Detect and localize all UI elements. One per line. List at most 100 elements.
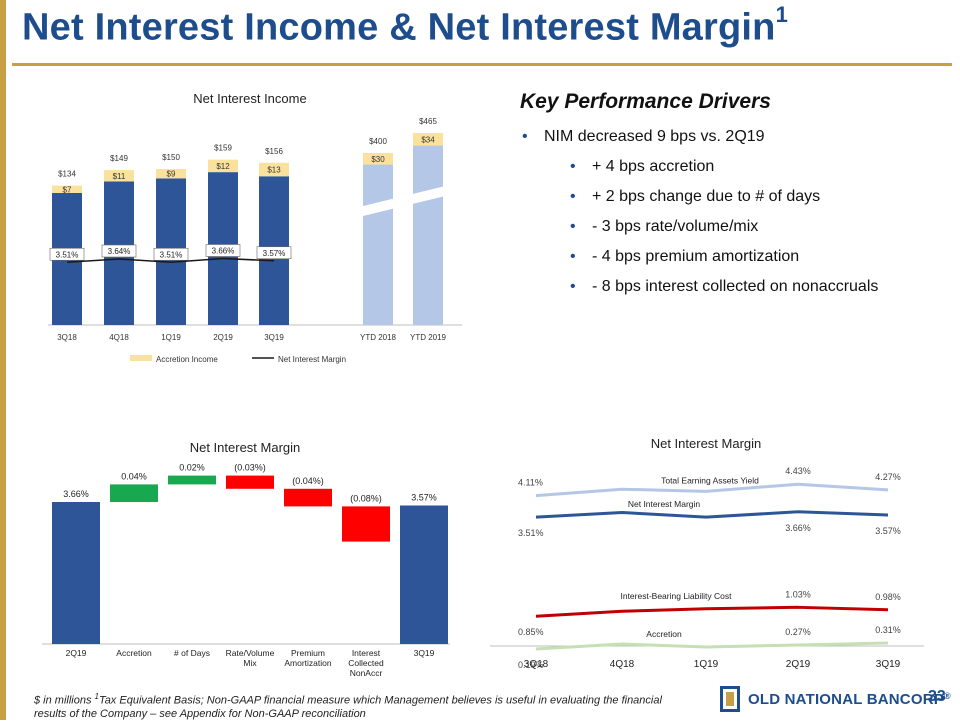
data-label: 3.51% bbox=[518, 528, 544, 538]
x-tick-label: 3Q18 bbox=[524, 659, 549, 670]
driver-item: + 2 bps change due to # of days bbox=[520, 182, 950, 212]
accretion-bar bbox=[156, 169, 186, 179]
x-tick-label: Mix bbox=[243, 658, 257, 668]
ytd-total-label: $465 bbox=[419, 117, 437, 126]
x-tick-label: 1Q19 bbox=[694, 659, 719, 670]
ytd-accretion-label: $34 bbox=[421, 135, 435, 144]
bar-value-label: 3.66% bbox=[63, 489, 89, 499]
page-title: Net Interest Income & Net Interest Margi… bbox=[22, 2, 788, 50]
chart-title: Net Interest Income bbox=[193, 91, 306, 106]
total-label: $134 bbox=[58, 170, 76, 179]
series-name-label: Interest-Bearing Liability Cost bbox=[620, 591, 732, 601]
x-tick-label: 4Q18 bbox=[610, 659, 635, 670]
driver-item: NIM decreased 9 bps vs. 2Q19 bbox=[520, 122, 950, 152]
nim-label: 3.57% bbox=[263, 249, 286, 258]
data-label: 0.85% bbox=[518, 627, 544, 637]
x-tick-label: Amortization bbox=[284, 658, 332, 668]
legend-label: Net Interest Margin bbox=[278, 355, 346, 364]
series-line bbox=[535, 510, 889, 519]
data-label: 3.66% bbox=[785, 523, 811, 533]
nim-label-box bbox=[256, 246, 292, 260]
logo-text: OLD NATIONAL BANCORP® bbox=[748, 691, 951, 708]
series-name-label: Accretion bbox=[646, 629, 682, 639]
total-bar bbox=[52, 501, 100, 644]
bar-value-label: 0.02% bbox=[179, 463, 205, 473]
page-title-text: Net Interest Income & Net Interest Margi… bbox=[22, 6, 776, 49]
x-tick-label: 4Q18 bbox=[109, 333, 129, 342]
ytd-accretion-label: $30 bbox=[371, 155, 385, 164]
x-tick-label: YTD 2018 bbox=[360, 333, 397, 342]
footnote-mark: 1 bbox=[94, 692, 99, 701]
x-tick-label: Premium bbox=[291, 648, 325, 658]
accretion-label: $12 bbox=[216, 162, 230, 171]
x-tick-label: YTD 2019 bbox=[410, 333, 447, 342]
footnote: $ in millions 1Tax Equivalent Basis; Non… bbox=[34, 690, 694, 721]
x-tick-label: Rate/Volume bbox=[226, 648, 275, 658]
driver-item: + 4 bps accretion bbox=[520, 152, 950, 182]
decrease-bar bbox=[284, 488, 332, 507]
driver-item: - 4 bps premium amortization bbox=[520, 242, 950, 272]
driver-item: - 3 bps rate/volume/mix bbox=[520, 212, 950, 242]
nim-label-box bbox=[49, 247, 85, 261]
accretion-label: $11 bbox=[113, 172, 126, 181]
footnote-text: Tax Equivalent Basis; Non-GAAP financial… bbox=[34, 694, 662, 720]
x-tick-label: 3Q19 bbox=[264, 333, 284, 342]
data-label: 4.27% bbox=[875, 472, 901, 482]
series-line bbox=[535, 482, 889, 498]
title-divider bbox=[12, 63, 952, 66]
data-label: 0.98% bbox=[875, 592, 901, 602]
x-tick-label: 3Q18 bbox=[57, 333, 77, 342]
total-label: $159 bbox=[214, 144, 232, 153]
nim-label: 3.51% bbox=[56, 250, 79, 259]
logo-mark-icon bbox=[720, 686, 740, 712]
net-interest-income-chart: Net Interest Income $7 $134 3Q18 $11 $149 4Q18… bbox=[48, 91, 470, 364]
nim-line bbox=[66, 257, 275, 264]
x-tick-label: 2Q19 bbox=[66, 648, 87, 658]
nim-label: 3.51% bbox=[160, 250, 183, 259]
nim-label-box bbox=[205, 244, 241, 257]
bar-value-label: 0.04% bbox=[121, 471, 147, 481]
total-label: $149 bbox=[110, 154, 128, 163]
accretion-label: $7 bbox=[63, 185, 72, 194]
bar-value-label: (0.03%) bbox=[234, 463, 266, 473]
ytd-income-bar bbox=[363, 153, 393, 325]
accretion-bar bbox=[52, 185, 82, 193]
axis-break-mark bbox=[355, 180, 470, 218]
page-number: 33 bbox=[928, 688, 946, 705]
accretion-bar bbox=[259, 162, 289, 177]
bar-value-label: (0.08%) bbox=[350, 493, 382, 503]
bar-value-label: 3.57% bbox=[411, 492, 437, 502]
bar-value-label: (0.04%) bbox=[292, 476, 324, 486]
data-label: 0.31% bbox=[875, 625, 901, 635]
x-tick-label: 2Q19 bbox=[786, 659, 811, 670]
x-tick-label: Interest bbox=[352, 648, 381, 658]
chart-title: Net Interest Margin bbox=[651, 436, 762, 451]
accretion-bar bbox=[104, 170, 134, 182]
data-label: 0.19% bbox=[518, 660, 544, 670]
nim-trend-chart: Net Interest Margin 3Q18 4Q18 1Q19 2Q19 3Q19 T… bbox=[490, 436, 924, 670]
accretion-label: $13 bbox=[267, 166, 281, 175]
chart-title: Net Interest Margin bbox=[190, 440, 301, 455]
legend-label: Accretion Income bbox=[156, 355, 218, 364]
data-label: 4.43% bbox=[785, 466, 811, 476]
data-label: 3.57% bbox=[875, 526, 901, 536]
footnote-units: $ in millions bbox=[34, 694, 92, 707]
ytd-accretion-bar bbox=[413, 133, 443, 146]
series-line bbox=[535, 641, 889, 651]
ytd-income-bar bbox=[413, 133, 443, 325]
x-tick-label: 2Q19 bbox=[213, 333, 233, 342]
left-accent-bar bbox=[0, 0, 6, 720]
x-tick-label: 3Q19 bbox=[414, 648, 435, 658]
total-label: $150 bbox=[162, 153, 180, 162]
x-tick-label: NonAccr bbox=[350, 668, 383, 678]
x-tick-label: # of Days bbox=[174, 648, 210, 658]
increase-bar bbox=[110, 484, 158, 502]
accretion-label: $9 bbox=[167, 170, 176, 179]
series-name-label: Total Earning Assets Yield bbox=[661, 475, 759, 485]
logo-trademark: ® bbox=[943, 690, 951, 701]
accretion-bar bbox=[208, 159, 238, 173]
company-logo: OLD NATIONAL BANCORP® bbox=[720, 686, 951, 712]
data-label: 0.27% bbox=[785, 627, 811, 637]
decrease-bar bbox=[342, 506, 390, 542]
x-tick-label: 3Q19 bbox=[876, 659, 901, 670]
